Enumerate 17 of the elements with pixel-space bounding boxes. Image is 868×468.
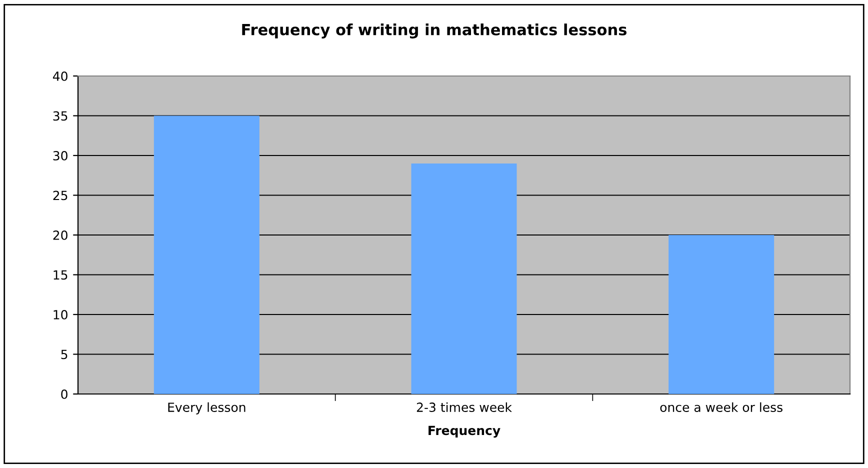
bar — [411, 163, 517, 394]
x-axis-title: Frequency — [428, 426, 500, 438]
y-tick-label: 30 — [53, 150, 68, 160]
bar — [154, 116, 260, 394]
y-tick-label: 5 — [61, 350, 68, 360]
y-tick-label: 40 — [52, 71, 68, 81]
chart-title: Frequency of writing in mathematics lessons — [242, 24, 627, 38]
x-tick-label: Every lesson — [168, 402, 246, 414]
y-tick-label: 15 — [54, 270, 68, 280]
x-tick-label: 2-3 times week — [416, 402, 512, 412]
y-tick-label: 35 — [53, 111, 68, 121]
bar — [668, 235, 774, 394]
y-tick-label: 25 — [53, 190, 68, 200]
y-tick-label: 0 — [61, 389, 68, 399]
y-tick-label: 20 — [53, 230, 68, 240]
y-tick-label: 10 — [54, 310, 68, 320]
x-tick-label: once a week or less — [660, 402, 782, 412]
